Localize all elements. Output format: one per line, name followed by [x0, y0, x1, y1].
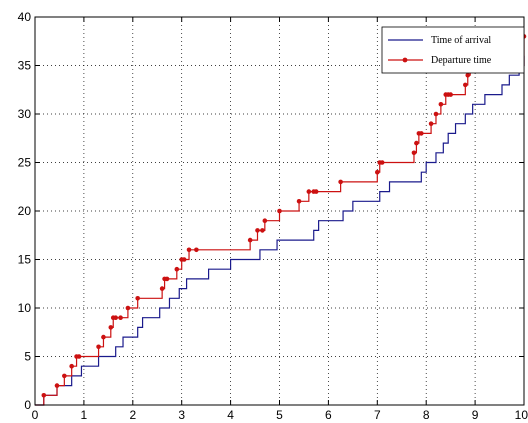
departure-point: [54, 383, 60, 388]
departure-point: [113, 315, 118, 321]
departure-point: [118, 315, 123, 321]
departure-point: [174, 266, 180, 272]
departure-point: [96, 344, 101, 350]
x-tick-label: 6: [325, 408, 332, 422]
departure-point: [428, 121, 434, 126]
y-tick-label: 10: [18, 301, 32, 315]
departure-point: [448, 92, 453, 97]
x-tick-label: 1: [81, 408, 88, 422]
departure-point: [125, 305, 131, 311]
y-tick-label: 20: [18, 204, 32, 218]
departure-point: [41, 393, 47, 398]
departure-point: [375, 169, 380, 175]
x-tick-label: 3: [178, 408, 185, 422]
y-tick-label: 25: [18, 156, 32, 170]
grid: [35, 17, 524, 405]
departure-point: [255, 228, 260, 233]
x-tick-label: 2: [129, 408, 136, 422]
x-tick-labels: 0 1 2 3 4 5 6 7 8 9 10: [32, 408, 528, 422]
departure-point: [465, 72, 471, 78]
series-line-arrival: [35, 55, 525, 406]
departure-point: [135, 296, 140, 301]
departure-point: [164, 276, 170, 282]
departure-point: [463, 82, 468, 88]
departure-point: [262, 218, 268, 223]
departure-point: [181, 257, 187, 262]
x-tick-label: 9: [472, 408, 479, 422]
legend-label-arrival: Time of arrival: [431, 35, 491, 46]
departure-point: [313, 189, 319, 194]
legend: Time of arrival Departure time: [381, 26, 525, 74]
y-tick-label: 5: [24, 350, 31, 364]
departure-point: [108, 325, 114, 330]
x-tick-label: 7: [374, 408, 381, 422]
departure-point: [414, 140, 419, 146]
departure-point: [101, 334, 106, 340]
departure-point: [296, 199, 302, 204]
departure-point: [186, 247, 192, 253]
departure-point: [419, 131, 424, 136]
departure-point: [260, 228, 265, 233]
y-tick-labels: 0 5 10 15 20 25 30 35 40: [18, 10, 32, 412]
departure-point: [159, 286, 165, 291]
x-tick-label: 8: [423, 408, 430, 422]
x-tick-label: 4: [227, 408, 234, 422]
y-tick-label: 30: [18, 107, 32, 121]
x-tick-label: 10: [515, 408, 528, 422]
legend-box: [381, 26, 525, 74]
departure-point: [411, 150, 417, 156]
departure-point: [194, 247, 199, 253]
departure-point: [247, 237, 253, 243]
series-layer: [35, 34, 527, 406]
departure-point: [379, 160, 385, 165]
departure-point: [76, 354, 82, 359]
y-tick-label: 40: [18, 10, 32, 24]
departure-point: [277, 208, 282, 214]
legend-marker-departure: [402, 57, 408, 63]
departure-point: [438, 102, 444, 107]
legend-label-departure: Departure time: [431, 55, 492, 66]
departure-point: [338, 179, 343, 185]
y-tick-label: 15: [18, 253, 32, 267]
departure-point: [69, 363, 74, 369]
departure-point: [433, 111, 439, 117]
y-tick-label: 35: [18, 59, 32, 73]
x-tick-label: 5: [276, 408, 283, 422]
departure-point: [62, 373, 67, 379]
axis-ticks: [34, 16, 525, 406]
departure-point: [306, 189, 312, 194]
y-tick-label: 0: [24, 398, 31, 412]
x-tick-label: 0: [32, 408, 39, 422]
